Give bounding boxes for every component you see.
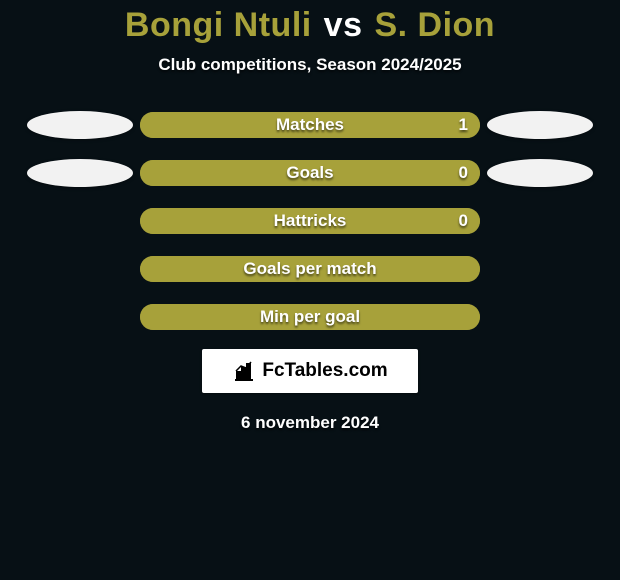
player1-name: Bongi Ntuli: [125, 6, 312, 44]
stat-bar: Goals per match: [140, 256, 480, 282]
stat-row: Min per goal: [0, 303, 620, 331]
bar-chart-icon: [232, 359, 256, 383]
stat-label: Matches: [140, 112, 480, 138]
stat-row: Hattricks0: [0, 207, 620, 235]
subtitle: Club competitions, Season 2024/2025: [158, 55, 461, 75]
stat-bar: Matches1: [140, 112, 480, 138]
player2-value: 1: [459, 112, 468, 138]
site-badge-text: FcTables.com: [262, 360, 387, 382]
player2-name: S. Dion: [374, 6, 495, 44]
player2-ellipse: [487, 159, 593, 187]
stat-label: Goals per match: [140, 256, 480, 282]
datestamp: 6 november 2024: [241, 413, 379, 433]
stat-row: Goals0: [0, 159, 620, 187]
player2-value: 0: [459, 208, 468, 234]
player1-ellipse: [27, 159, 133, 187]
player1-ellipse: [27, 111, 133, 139]
stat-bar: Goals0: [140, 160, 480, 186]
stat-label: Min per goal: [140, 304, 480, 330]
stat-label: Hattricks: [140, 208, 480, 234]
stat-label: Goals: [140, 160, 480, 186]
site-badge: FcTables.com: [202, 349, 418, 393]
stat-row: Matches1: [0, 111, 620, 139]
player2-ellipse: [487, 111, 593, 139]
stat-bar: Hattricks0: [140, 208, 480, 234]
vs-word: vs: [322, 6, 365, 44]
stat-row: Goals per match: [0, 255, 620, 283]
content-container: Bongi Ntuli vs S. Dion Club competitions…: [0, 0, 620, 580]
comparison-title: Bongi Ntuli vs S. Dion: [125, 6, 495, 45]
player2-value: 0: [459, 160, 468, 186]
stat-bar: Min per goal: [140, 304, 480, 330]
stat-rows: Matches1Goals0Hattricks0Goals per matchM…: [0, 111, 620, 331]
